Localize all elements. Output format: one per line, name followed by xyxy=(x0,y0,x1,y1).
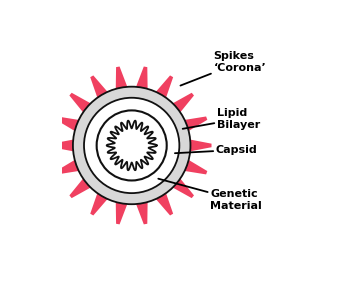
Polygon shape xyxy=(90,75,112,104)
Polygon shape xyxy=(152,75,173,104)
Polygon shape xyxy=(56,116,85,134)
Polygon shape xyxy=(116,67,130,95)
Polygon shape xyxy=(167,173,194,198)
Polygon shape xyxy=(69,93,96,118)
Text: Genetic
Material: Genetic Material xyxy=(158,179,262,211)
Circle shape xyxy=(97,110,167,181)
Polygon shape xyxy=(134,67,148,95)
Polygon shape xyxy=(69,173,96,198)
Text: Capsid: Capsid xyxy=(175,145,258,155)
Circle shape xyxy=(84,98,179,193)
Polygon shape xyxy=(116,196,130,224)
Polygon shape xyxy=(167,93,194,118)
Polygon shape xyxy=(90,187,112,215)
Polygon shape xyxy=(134,196,148,224)
Polygon shape xyxy=(152,187,173,215)
Polygon shape xyxy=(178,157,207,175)
Circle shape xyxy=(73,87,190,204)
Polygon shape xyxy=(184,138,212,153)
Text: Lipid
Bilayer: Lipid Bilayer xyxy=(183,108,260,130)
Text: Spikes
‘Corona’: Spikes ‘Corona’ xyxy=(181,52,267,86)
Polygon shape xyxy=(52,138,80,153)
Polygon shape xyxy=(56,157,85,175)
Polygon shape xyxy=(178,116,207,134)
